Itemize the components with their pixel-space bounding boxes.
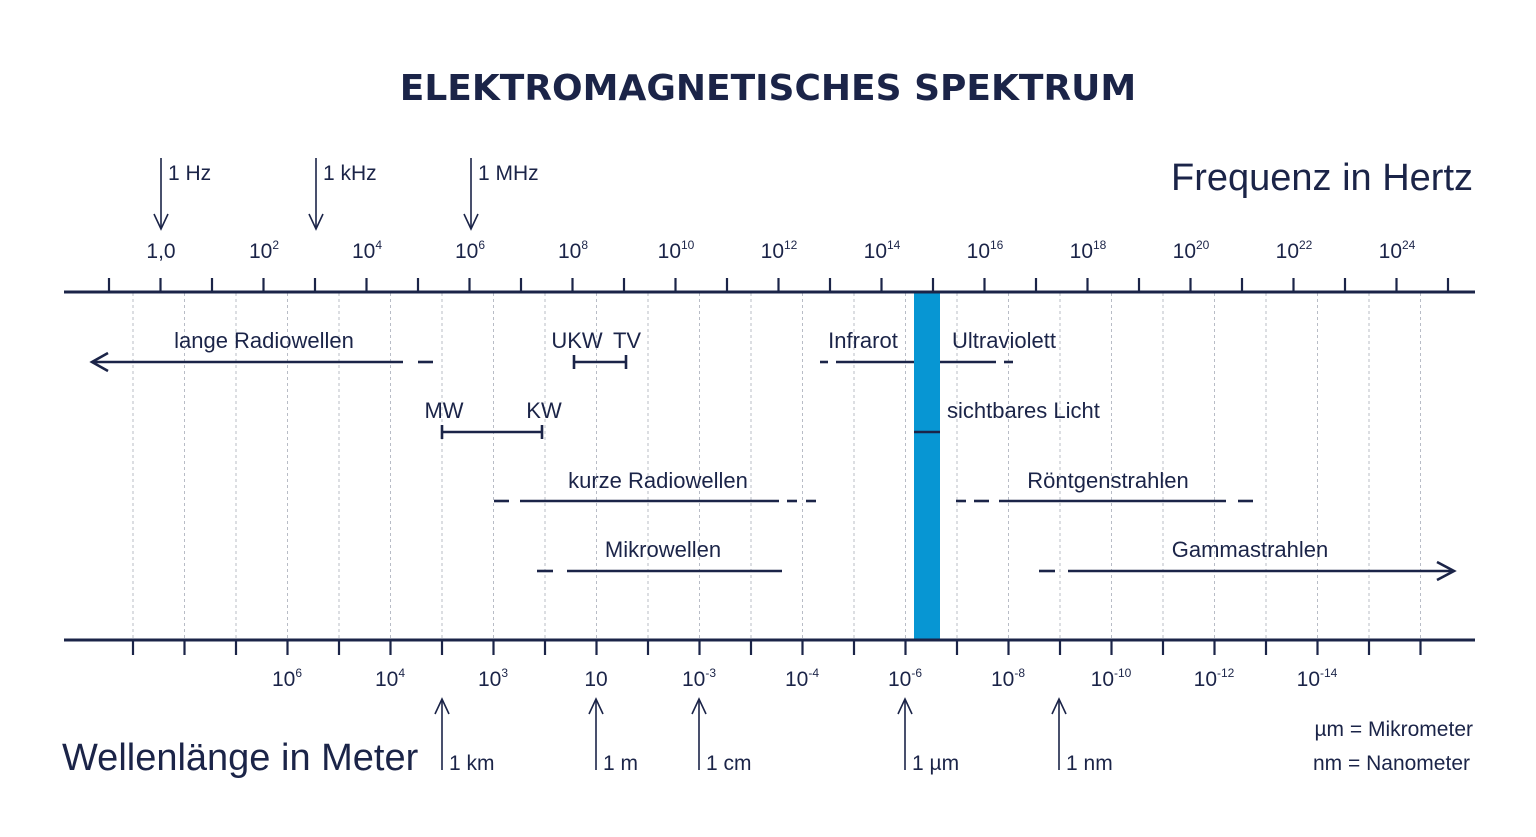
wavelength-tick-label: 10-4 xyxy=(785,666,819,691)
frequency-tick-label: 108 xyxy=(558,238,588,263)
wavelength-tick-label: 10-14 xyxy=(1297,666,1338,691)
svg-text:1 MHz: 1 MHz xyxy=(478,162,539,185)
frequency-tick-label: 1012 xyxy=(761,238,798,263)
svg-text:Ultraviolett: Ultraviolett xyxy=(952,328,1056,353)
visible-light-bar xyxy=(914,292,940,640)
wavelength-axis-title: Wellenlänge in Meter xyxy=(62,737,419,779)
wavelength-marker-1km: 1 km xyxy=(434,697,495,775)
band-gammastrahlen: Gammastrahlen xyxy=(1039,537,1457,582)
frequency-tick-label: 1022 xyxy=(1276,238,1313,263)
svg-text:TV: TV xyxy=(613,328,641,353)
svg-text:Röntgenstrahlen: Röntgenstrahlen xyxy=(1027,468,1188,493)
svg-text:1 Hz: 1 Hz xyxy=(168,162,211,185)
frequency-tick-label: 1,0 xyxy=(146,240,175,263)
band-kurze-radiowellen: kurze Radiowellen xyxy=(494,468,816,503)
frequency-marker-1khz: 1 kHz xyxy=(308,158,377,231)
svg-text:Mikrowellen: Mikrowellen xyxy=(605,537,721,562)
wavelength-tick-label: 103 xyxy=(478,666,508,691)
frequency-tick-label: 106 xyxy=(455,238,485,263)
band-infrarot: Infrarot xyxy=(820,328,914,364)
svg-text:1 µm: 1 µm xyxy=(912,752,959,775)
wavelength-ticks xyxy=(131,640,1422,655)
wavelength-tick-label: 10-10 xyxy=(1091,666,1132,691)
svg-text:lange Radiowellen: lange Radiowellen xyxy=(174,328,354,353)
svg-text:1 km: 1 km xyxy=(449,752,495,775)
grid-lines xyxy=(132,293,1421,639)
wavelength-marker-1um: 1 µm xyxy=(897,697,959,775)
wavelength-marker-1nm: 1 nm xyxy=(1051,697,1113,775)
svg-text:UKW: UKW xyxy=(551,328,603,353)
wavelength-tick-label: 10-8 xyxy=(991,666,1025,691)
frequency-tick-label: 1018 xyxy=(1070,238,1107,263)
svg-text:sichtbares Licht: sichtbares Licht xyxy=(947,398,1100,423)
frequency-tick-label: 1024 xyxy=(1379,238,1416,263)
band-ukw-tv: UKW TV xyxy=(551,328,641,369)
svg-text:KW: KW xyxy=(526,398,562,423)
frequency-tick-label: 1014 xyxy=(864,238,901,263)
band-lange-radiowellen: lange Radiowellen xyxy=(89,328,433,373)
frequency-tick-label: 104 xyxy=(352,238,382,263)
wavelength-marker-1m: 1 m xyxy=(588,697,638,775)
frequency-marker-1hz: 1 Hz xyxy=(153,158,211,231)
diagram-title: ELEKTROMAGNETISCHES SPEKTRUM xyxy=(400,68,1136,109)
legend-micrometer: µm = Mikrometer xyxy=(1314,718,1473,741)
band-sichtbares-licht: sichtbares Licht xyxy=(914,398,1100,434)
svg-text:1 cm: 1 cm xyxy=(706,752,752,775)
svg-text:kurze Radiowellen: kurze Radiowellen xyxy=(568,468,748,493)
svg-text:1 kHz: 1 kHz xyxy=(323,162,377,185)
frequency-tick-labels: 1,0 102 104 106 108 1010 1012 1014 1016 1018 1020 1… xyxy=(146,238,1415,263)
band-ultraviolett: Ultraviolett xyxy=(940,328,1056,364)
wavelength-tick-label: 10-6 xyxy=(888,666,922,691)
wavelength-marker-1cm: 1 cm xyxy=(691,697,752,775)
frequency-tick-label: 1020 xyxy=(1173,238,1210,263)
frequency-tick-label: 1016 xyxy=(967,238,1004,263)
wavelength-tick-label: 104 xyxy=(375,666,405,691)
band-mw-kw: MW KW xyxy=(424,398,562,439)
frequency-tick-label: 102 xyxy=(249,238,279,263)
wavelength-tick-label: 106 xyxy=(272,666,302,691)
frequency-marker-1mhz: 1 MHz xyxy=(463,158,539,231)
wavelength-tick-label: 10 xyxy=(584,668,607,691)
svg-text:MW: MW xyxy=(424,398,463,423)
band-roentgenstrahlen: Röntgenstrahlen xyxy=(956,468,1253,503)
wavelength-tick-label: 10-12 xyxy=(1194,666,1235,691)
svg-text:Infrarot: Infrarot xyxy=(828,328,898,353)
frequency-axis-title: Frequenz in Hertz xyxy=(1171,157,1473,199)
frequency-tick-label: 1010 xyxy=(658,238,695,263)
band-mikrowellen: Mikrowellen xyxy=(537,537,782,573)
wavelength-tick-label: 10-3 xyxy=(682,666,716,691)
wavelength-tick-labels: 106 104 103 10 10-3 10-4 10-6 10-8 10-10 10-12 10-… xyxy=(272,666,1338,691)
svg-text:1 m: 1 m xyxy=(603,752,638,775)
legend-nanometer: nm = Nanometer xyxy=(1313,752,1470,775)
frequency-ticks xyxy=(107,278,1450,292)
svg-text:Gammastrahlen: Gammastrahlen xyxy=(1172,537,1329,562)
svg-text:1 nm: 1 nm xyxy=(1066,752,1113,775)
